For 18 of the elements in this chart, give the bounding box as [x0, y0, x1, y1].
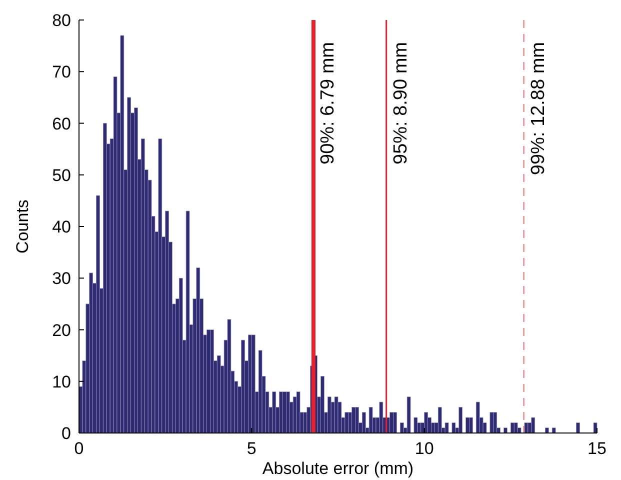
x-tick-label: 15 — [588, 439, 606, 458]
x-tick-label: 0 — [74, 439, 84, 458]
y-axis-title: Counts — [13, 200, 32, 254]
y-tick-label: 50 — [52, 166, 71, 185]
x-tick-label: 5 — [246, 439, 256, 458]
y-tick-label: 0 — [62, 424, 71, 443]
y-tick-label: 80 — [52, 11, 71, 30]
ref-line-label: 90%: 6.79 mm — [317, 42, 338, 164]
y-tick-label: 40 — [52, 218, 71, 236]
y-tick-label: 30 — [52, 269, 71, 288]
y-tick-label: 60 — [52, 114, 71, 134]
ref-line-label: 99%: 12.88 mm — [528, 42, 549, 176]
ref-line-label: 95%: 8.90 mm — [390, 42, 412, 164]
y-tick-label: 10 — [52, 372, 71, 392]
x-axis-title: Absolute error (mm) — [262, 459, 414, 478]
y-tick-label: 20 — [52, 320, 71, 340]
y-tick-label: 70 — [52, 62, 71, 82]
x-tick-label: 10 — [414, 439, 434, 458]
